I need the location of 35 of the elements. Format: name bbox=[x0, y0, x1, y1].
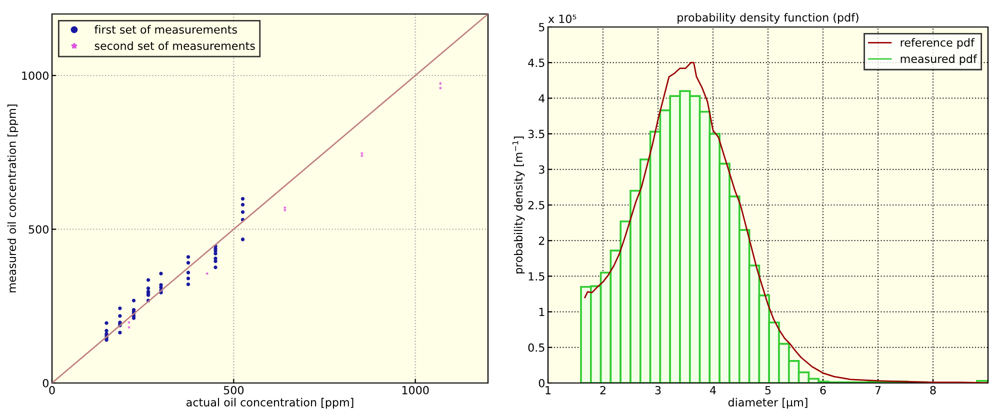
y-axis-title: probability density [m$^{−1}$] bbox=[512, 136, 525, 274]
y-tick-label: 4.5 bbox=[528, 58, 544, 67]
y-tick-label: 2 bbox=[538, 236, 544, 245]
legend-label: second set of measurements bbox=[94, 41, 255, 50]
y-tick-label: 500 bbox=[28, 225, 48, 234]
y-tick-label: 2.5 bbox=[528, 200, 544, 210]
x-tick-label: 500 bbox=[224, 386, 244, 394]
y-tick-label: 0 bbox=[42, 378, 48, 388]
x-tick-label: 1000 bbox=[402, 386, 429, 394]
legend-label: measured pdf bbox=[900, 54, 978, 66]
x-axis-title: diameter [µm] bbox=[728, 398, 808, 409]
text: x 10⁵ bbox=[548, 14, 576, 24]
x-tick-label: 6 bbox=[820, 386, 826, 394]
y-tick-label: 3 bbox=[539, 165, 544, 174]
x-tick-label: 8 bbox=[930, 386, 936, 394]
chart-title: probability density function (pdf) bbox=[678, 13, 858, 24]
x-tick-label: 5 bbox=[765, 386, 771, 394]
legend-label: first set of measurements bbox=[94, 25, 237, 34]
y-tick-label: 1 bbox=[539, 308, 544, 316]
y-tick-label: 1.5 bbox=[528, 272, 544, 281]
y-tick-label: 1000 bbox=[22, 71, 48, 80]
y-tick-label: 3.5 bbox=[528, 130, 544, 138]
x-tick-label: 3 bbox=[655, 386, 661, 394]
y-axis-title: measured oil concentration [ppm] bbox=[7, 104, 18, 292]
x-tick-label: 7 bbox=[875, 386, 881, 394]
y-tick-label: 0.5 bbox=[528, 343, 544, 352]
y-tick-label: 4 bbox=[538, 94, 545, 102]
x-tick-label: 0 bbox=[49, 386, 55, 394]
x-tick-label: 2 bbox=[600, 386, 606, 394]
y-tick-label: 0 bbox=[538, 378, 544, 388]
legend-label: reference pdf bbox=[900, 38, 975, 49]
y-tick-label: 5 bbox=[539, 23, 544, 32]
x-tick-label: 4 bbox=[710, 386, 716, 394]
x-tick-label: 1 bbox=[546, 386, 551, 394]
x-axis-title: actual oil concentration [ppm] bbox=[186, 398, 354, 409]
